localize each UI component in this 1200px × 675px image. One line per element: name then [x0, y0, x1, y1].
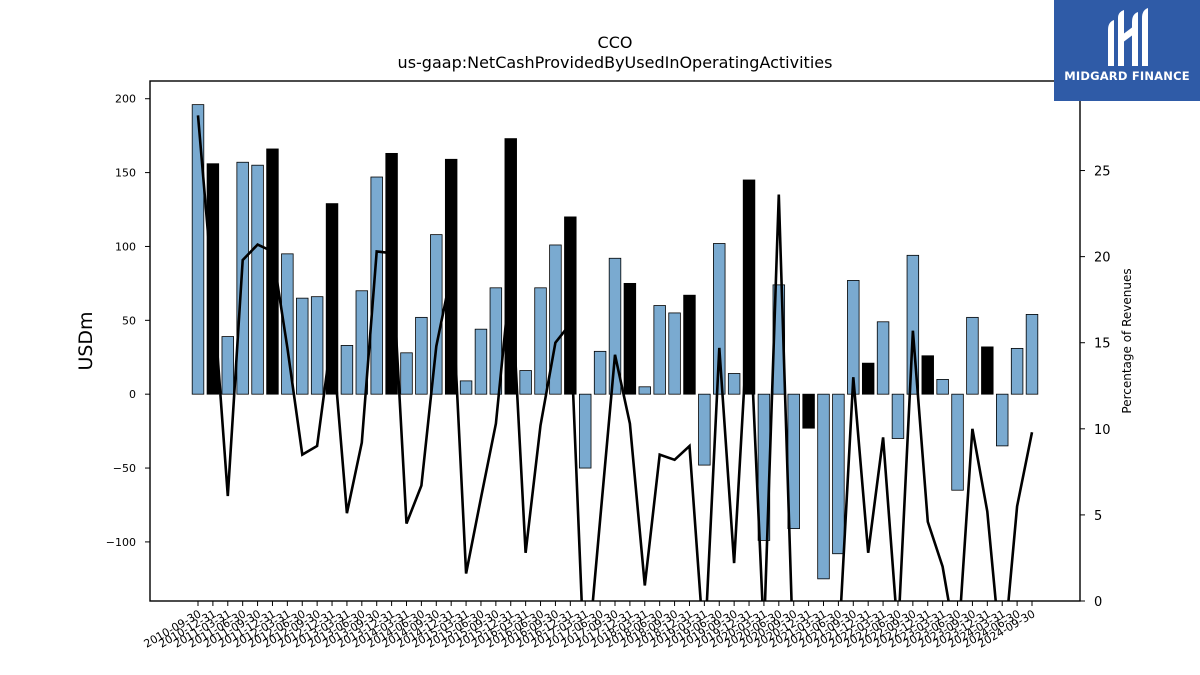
- line-series: [196, 115, 1034, 601]
- y2-tick-label: 20: [1094, 251, 1111, 266]
- bar-2017-09-30: [608, 257, 622, 395]
- bar-2017-12-31: [623, 282, 637, 395]
- bar-2012-03-31: [281, 253, 294, 395]
- bar-2023-03-31: [936, 379, 949, 395]
- y2-tick-label: 10: [1094, 423, 1111, 438]
- bar-series: [191, 104, 1039, 580]
- bar-2017-06-30: [593, 350, 607, 395]
- bar-2019-06-30: [713, 243, 726, 395]
- bar-2018-09-30: [668, 312, 681, 395]
- bar-2013-06-30: [355, 290, 369, 395]
- bar-2011-09-30: [251, 164, 264, 395]
- midgard-logo-icon: [1108, 8, 1148, 66]
- bar-2015-06-30: [474, 328, 488, 395]
- x-axis: 2010-09-302010-12-312011-03-312011-06-30…: [142, 601, 1038, 651]
- bar-2019-12-31: [742, 179, 756, 395]
- bar-2015-09-30: [489, 287, 503, 395]
- chart-title: CCO: [598, 33, 633, 52]
- bar-2022-09-30: [906, 254, 920, 395]
- bar-2014-03-31: [400, 352, 413, 395]
- bar-2019-03-31: [698, 393, 711, 466]
- bar-2018-12-31: [683, 294, 696, 395]
- bar-2012-09-30: [310, 296, 324, 395]
- y-tick-label: −100: [106, 536, 136, 549]
- y2-tick-label: 15: [1094, 337, 1111, 352]
- bar-2016-06-30: [534, 287, 547, 395]
- bar-2015-12-31: [504, 138, 517, 395]
- bar-2012-12-31: [325, 203, 339, 395]
- logo-text: MIDGARD FINANCE: [1064, 69, 1190, 83]
- y2-tick-label: 25: [1094, 165, 1111, 180]
- bar-2010-09-30: [191, 104, 205, 395]
- bar-2011-03-31: [221, 336, 234, 395]
- y-tick-label: 0: [129, 388, 136, 401]
- bar-2022-03-31: [876, 321, 890, 395]
- y-tick-label: 100: [115, 240, 136, 253]
- bar-2018-03-31: [638, 386, 651, 395]
- y-tick-label: 150: [115, 167, 136, 180]
- y2-axis-label: Percentage of Revenues: [1120, 268, 1134, 413]
- bar-2017-03-31: [579, 393, 592, 469]
- bar-2016-12-31: [564, 216, 577, 395]
- bar-2024-06-30: [1010, 347, 1024, 395]
- bar-2012-06-30: [296, 297, 309, 395]
- revenue-percentage-line: [196, 115, 1034, 601]
- y2-tick-label: 0: [1094, 595, 1102, 610]
- bar-2015-03-31: [459, 380, 473, 395]
- bar-2013-09-30: [370, 176, 383, 395]
- y-tick-label: 200: [115, 93, 136, 106]
- bar-2021-12-31: [861, 362, 875, 395]
- bar-2023-09-30: [966, 316, 979, 395]
- bar-2018-06-30: [653, 305, 666, 395]
- bar-2013-03-31: [340, 345, 354, 395]
- bar-2021-03-31: [817, 393, 830, 580]
- bar-2011-12-31: [266, 148, 279, 395]
- bar-2024-09-30: [1025, 314, 1039, 395]
- bar-2021-06-30: [832, 393, 845, 555]
- bar-2019-09-30: [727, 373, 741, 395]
- bar-2014-09-30: [430, 234, 443, 395]
- bar-2023-12-31: [981, 346, 994, 395]
- y-axis-label: USDm: [75, 311, 97, 370]
- y2-tick-label: 5: [1094, 509, 1102, 524]
- bar-2022-06-30: [891, 393, 905, 439]
- bar-2016-09-30: [549, 244, 562, 395]
- bar-2020-12-31: [802, 393, 815, 429]
- y-axis: −100 −50 0 50 100 150 200: [106, 93, 150, 549]
- y-tick-label: −50: [113, 462, 136, 475]
- chart-subtitle: us-gaap:NetCashProvidedByUsedInOperating…: [398, 53, 833, 72]
- y2-axis: 051015202530: [1080, 78, 1111, 610]
- bar-2023-06-30: [951, 393, 964, 491]
- bar-2022-12-31: [921, 355, 934, 395]
- y-tick-label: 50: [122, 314, 136, 327]
- bar-2016-03-31: [519, 370, 532, 395]
- bar-2024-03-31: [996, 393, 1009, 447]
- midgard-finance-logo: MIDGARD FINANCE: [1054, 0, 1200, 101]
- bar-2014-06-30: [415, 316, 428, 395]
